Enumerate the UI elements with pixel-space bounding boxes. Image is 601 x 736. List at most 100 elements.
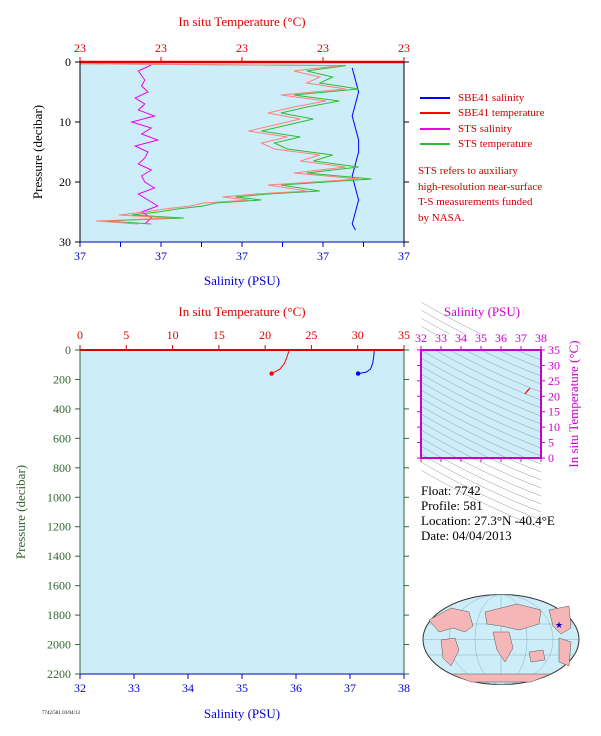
world-map: ★ <box>422 594 580 685</box>
y-tick-label-2: 600 <box>53 431 71 445</box>
ts-x-tick-label: 34 <box>455 331 467 345</box>
full-profile-series-group <box>269 349 375 376</box>
y-tick-label-2: 2200 <box>47 667 71 681</box>
y-tick-label-2: 1800 <box>47 608 71 622</box>
series-line-sts-temperature <box>79 63 372 225</box>
legend-label: SBE41 temperature <box>458 107 545 120</box>
ts-x-tick-label: 37 <box>515 331 527 345</box>
sts-note: STS refers to auxiliary high-resolution … <box>418 164 588 226</box>
ts-series-group <box>524 387 531 395</box>
density-contour <box>420 453 542 513</box>
footer-stamp: 7742/581 03/04/13 <box>42 711 80 716</box>
ts-x-tick-label: 36 <box>495 331 507 345</box>
series-line-sts-temperature-secondary <box>79 63 359 225</box>
float-location-star-icon: ★ <box>555 621 563 631</box>
series-line-sbe41-salinity <box>358 349 375 375</box>
legend-label: STS temperature <box>458 138 533 151</box>
plot-area-1 <box>80 62 404 242</box>
legend-item: SBE41 salinity <box>420 90 544 106</box>
top-tick-label-1: 23 <box>236 41 248 55</box>
top-tick-label-2: 30 <box>352 328 364 342</box>
bottom-tick-label-1: 37 <box>398 249 410 263</box>
density-contour <box>420 461 542 521</box>
note-line: by NASA. <box>418 211 465 224</box>
ts-y-tick-label: 10 <box>548 420 560 434</box>
legend-item: STS salinity <box>420 121 544 137</box>
bottom-tick-label-1: 37 <box>317 249 329 263</box>
panel-near-surface: 23 23 23 23 23 37 37 37 37 37 0 10 20 30 In situ Temp… <box>30 14 410 288</box>
y-tick-label-2: 2000 <box>47 638 71 652</box>
note-line: STS refers to auxiliary <box>418 165 518 177</box>
ts-x-tick-label: 38 <box>535 331 547 345</box>
density-contour <box>420 381 542 441</box>
legend-swatch <box>420 127 450 130</box>
top-tick-label-2: 15 <box>213 328 225 342</box>
contour-mask-top <box>420 334 542 349</box>
y-axis-label-2: Pressure (decibar) <box>13 465 28 559</box>
y-tick-label-1: 10 <box>59 115 71 129</box>
ts-y-tick-label: 35 <box>548 343 560 357</box>
ts-x-axis-label: Salinity (PSU) <box>444 304 520 319</box>
ts-x-tick-label: 33 <box>435 331 447 345</box>
bottom-tick-label-1: 37 <box>74 249 86 263</box>
ts-y-tick-label: 5 <box>548 436 554 450</box>
bottom-tick-label-2: 35 <box>236 681 248 695</box>
density-contour <box>420 469 542 529</box>
top-tick-label-1: 23 <box>155 41 167 55</box>
series-line-sbe41-salinity <box>351 67 360 231</box>
legend-label: STS salinity <box>458 122 513 135</box>
density-contour <box>420 341 542 401</box>
ts-y-tick-label: 25 <box>548 374 560 388</box>
top-tick-label-2: 10 <box>167 328 179 342</box>
ts-x-tick-label: 32 <box>415 331 427 345</box>
legend-swatch <box>420 143 450 146</box>
density-contour <box>420 373 542 433</box>
ts-y-tick-label: 0 <box>548 451 554 465</box>
note-line: T-S measurements funded <box>418 196 533 208</box>
top-tick-label-2: 35 <box>398 328 410 342</box>
ts-x-tick-label: 35 <box>475 331 487 345</box>
bottom-axis-label-2: Salinity (PSU) <box>204 706 280 721</box>
bottom-tick-label-1: 37 <box>155 249 167 263</box>
legend-item: SBE41 temperature <box>420 106 544 122</box>
density-contour <box>420 389 542 449</box>
density-contour <box>420 357 542 417</box>
bottom-tick-label-2: 33 <box>128 681 140 695</box>
legend-label: SBE41 salinity <box>458 91 525 104</box>
bottom-tick-label-2: 37 <box>344 681 356 695</box>
top-tick-label-2: 25 <box>305 328 317 342</box>
y-tick-label-2: 0 <box>65 343 71 357</box>
ts-y-tick-label: 30 <box>548 358 560 372</box>
bottom-axis-label-1: Salinity (PSU) <box>204 273 280 288</box>
series-line-sbe41-temperature <box>271 349 290 375</box>
y-tick-label-1: 20 <box>59 175 71 189</box>
legend-item: STS temperature <box>420 137 544 153</box>
legend-swatch <box>420 112 450 115</box>
profile-number: Profile: 581 <box>421 498 483 513</box>
y-tick-label-2: 200 <box>53 372 71 386</box>
ts-y-tick-label: 20 <box>548 389 560 403</box>
bottom-tick-label-2: 38 <box>398 681 410 695</box>
top-tick-label-2: 20 <box>259 328 271 342</box>
ts-curve <box>524 387 531 395</box>
top-axis-label-1: In situ Temperature (°C) <box>178 14 305 29</box>
top-tick-label-1: 23 <box>74 41 86 55</box>
legend: SBE41 salinity SBE41 temperature STS salin… <box>420 90 544 152</box>
bottom-tick-label-2: 36 <box>290 681 302 695</box>
y-tick-label-2: 1000 <box>47 490 71 504</box>
top-axis-label-2: In situ Temperature (°C) <box>178 304 305 319</box>
plot-area-2 <box>80 350 404 674</box>
bottom-tick-label-2: 32 <box>74 681 86 695</box>
y-tick-label-2: 1600 <box>47 579 71 593</box>
top-tick-label-1: 23 <box>398 41 410 55</box>
map-continents <box>428 603 572 683</box>
near-surface-ticks: 23 23 23 23 23 37 37 37 37 37 0 10 20 30 <box>59 41 410 263</box>
series-end-marker <box>355 371 361 376</box>
full-profile-ticks: 0 5 10 15 20 25 30 35 32 33 34 35 36 37 38 0 200 400 600 80… <box>47 328 410 695</box>
date: Date: 04/04/2013 <box>421 528 512 543</box>
panel-full-profile: 0 5 10 15 20 25 30 35 32 33 34 35 36 37 38 0 200 400 600 80… <box>13 304 410 721</box>
density-contour <box>420 437 542 497</box>
note-line: high-resolution near-surface <box>418 180 543 193</box>
